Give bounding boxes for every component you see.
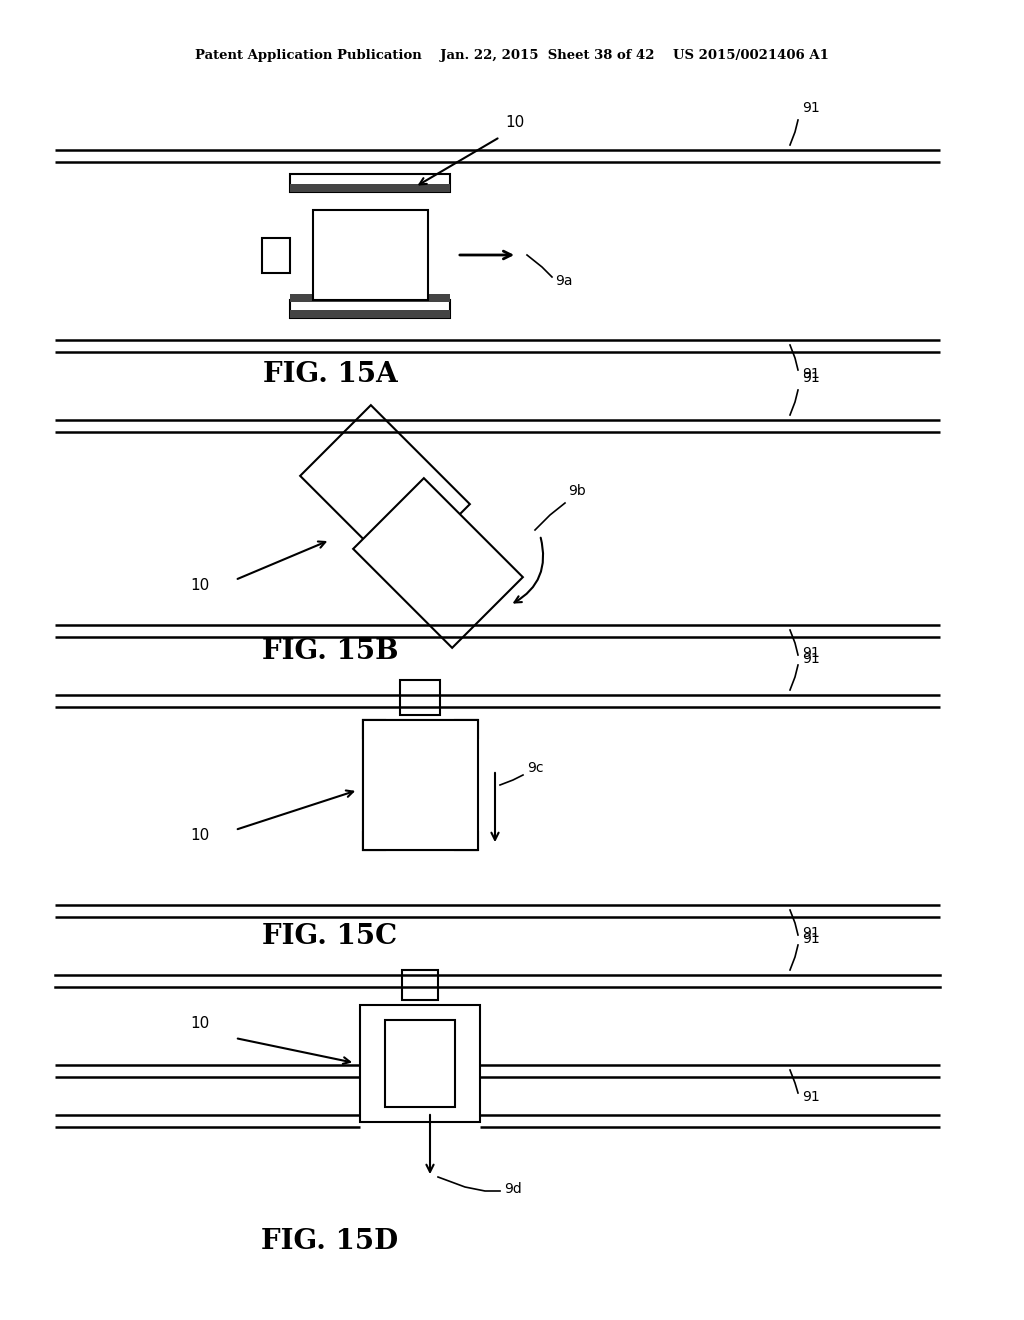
Bar bbox=[402, 970, 438, 1001]
Text: 91: 91 bbox=[802, 645, 820, 660]
Text: 9d: 9d bbox=[504, 1181, 522, 1196]
Text: 91: 91 bbox=[802, 652, 820, 667]
Text: 9a: 9a bbox=[555, 275, 572, 288]
Bar bbox=[313, 210, 428, 300]
Text: FIG. 15D: FIG. 15D bbox=[261, 1228, 398, 1255]
Bar bbox=[455, 719, 477, 850]
Text: Patent Application Publication    Jan. 22, 2015  Sheet 38 of 42    US 2015/00214: Patent Application Publication Jan. 22, … bbox=[195, 49, 829, 62]
Bar bbox=[290, 294, 450, 302]
Bar bbox=[362, 719, 478, 738]
Bar bbox=[360, 1005, 480, 1122]
Text: 91: 91 bbox=[802, 927, 820, 940]
Bar bbox=[385, 1020, 455, 1107]
Text: FIG. 15A: FIG. 15A bbox=[262, 360, 397, 388]
Text: 10: 10 bbox=[505, 115, 524, 129]
Text: FIG. 15B: FIG. 15B bbox=[262, 638, 398, 665]
Text: 91: 91 bbox=[802, 932, 820, 946]
Text: 91: 91 bbox=[802, 371, 820, 385]
Bar bbox=[400, 680, 440, 715]
Bar bbox=[362, 719, 478, 850]
Text: FIG. 15C: FIG. 15C bbox=[262, 923, 397, 950]
Bar bbox=[362, 832, 478, 850]
Bar bbox=[290, 183, 450, 191]
Text: 10: 10 bbox=[190, 1016, 209, 1031]
Text: 91: 91 bbox=[802, 367, 820, 381]
Text: 91: 91 bbox=[802, 102, 820, 115]
Bar bbox=[290, 174, 450, 191]
Polygon shape bbox=[353, 478, 523, 648]
Bar bbox=[290, 300, 450, 318]
Bar bbox=[362, 719, 385, 850]
Text: 9c: 9c bbox=[527, 762, 544, 775]
Text: 10: 10 bbox=[190, 578, 209, 593]
Text: 10: 10 bbox=[190, 828, 209, 843]
Bar bbox=[262, 238, 290, 273]
Text: 91: 91 bbox=[802, 1090, 820, 1104]
Polygon shape bbox=[300, 405, 470, 574]
Bar bbox=[290, 310, 450, 318]
Text: 9b: 9b bbox=[568, 484, 586, 498]
